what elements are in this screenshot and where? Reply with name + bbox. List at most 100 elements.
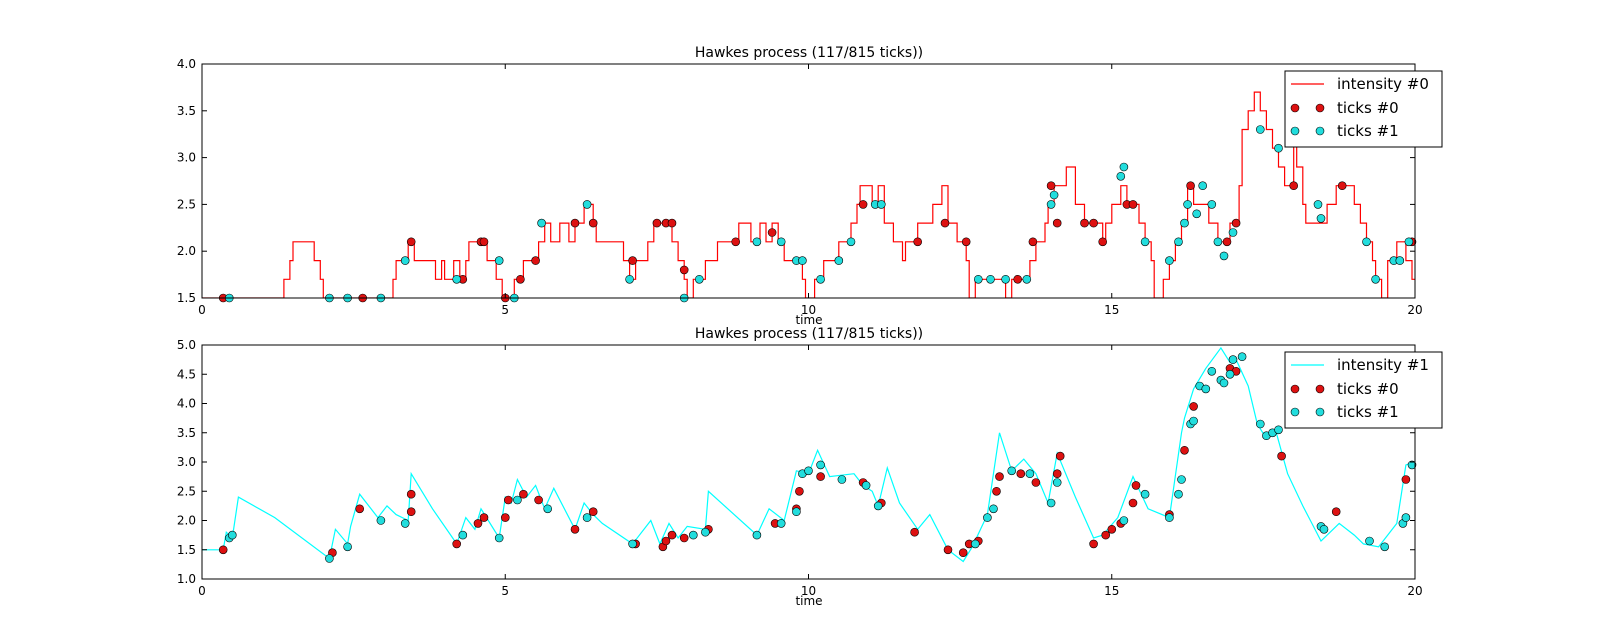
tick-point-ticks-1 [400, 256, 410, 265]
panel-intensity-0: Hawkes process (117/815 ticks)) 0 5 10 15 20… [177, 45, 1443, 327]
tick-point-ticks-0 [1101, 530, 1110, 540]
tick-point-ticks-1 [876, 200, 886, 209]
tick-point-ticks-1 [1371, 274, 1380, 284]
tick-point-ticks-1 [973, 274, 983, 284]
legend-swatch-marker [1315, 126, 1325, 136]
tick-point-ticks-1 [837, 475, 847, 484]
tick-point-ticks-0 [661, 536, 671, 546]
chart-title: Hawkes process (117/815 ticks)) [695, 326, 923, 342]
y-tick-label: 1.5 [177, 291, 196, 305]
tick-point-ticks-1 [582, 200, 592, 209]
tick-point-ticks-0 [961, 237, 971, 247]
tick-point-ticks-0 [218, 545, 228, 555]
tick-point-ticks-1 [325, 554, 334, 563]
tick-point-ticks-1 [628, 539, 637, 549]
y-tick-label: 4.5 [177, 367, 196, 381]
tick-point-ticks-1 [400, 519, 410, 528]
tick-point-ticks-1 [543, 504, 553, 514]
tick-point-ticks-0 [500, 513, 510, 522]
tick-point-ticks-1 [776, 237, 786, 247]
tick-point-ticks-0 [406, 237, 416, 247]
tick-point-ticks-0 [570, 524, 580, 534]
tick-point-ticks-1 [1319, 524, 1329, 534]
legend-swatch-marker [1290, 103, 1300, 113]
tick-point-ticks-0 [588, 507, 598, 517]
y-tick-label: 3.5 [177, 426, 196, 440]
tick-point-ticks-1 [494, 256, 504, 265]
tick-point-ticks-1 [776, 519, 786, 528]
tick-point-ticks-1 [688, 530, 698, 540]
tick-point-ticks-0 [1128, 498, 1138, 508]
tick-point-ticks-1 [1213, 237, 1223, 247]
tick-point-ticks-1 [582, 513, 592, 522]
tick-point-ticks-0 [795, 486, 804, 496]
tick-point-ticks-0 [1028, 237, 1038, 247]
y-tick-label: 3.0 [177, 455, 196, 469]
tick-point-ticks-0 [1289, 181, 1298, 190]
legend-label: ticks #1 [1337, 403, 1399, 421]
tick-point-ticks-0 [406, 489, 416, 499]
tick-point-ticks-1 [458, 530, 468, 540]
tick-point-ticks-1 [752, 237, 762, 247]
tick-point-ticks-1 [1395, 256, 1405, 265]
tick-point-ticks-0 [519, 489, 528, 499]
tick-point-ticks-1 [1174, 489, 1183, 499]
x-tick-label: 20 [1407, 303, 1422, 317]
tick-point-ticks-0 [667, 530, 677, 540]
tick-point-ticks-1 [1313, 200, 1323, 209]
tick-point-ticks-0 [1131, 481, 1141, 490]
tick-point-ticks-1 [1165, 256, 1174, 265]
tick-point-ticks-1 [1192, 209, 1201, 219]
x-tick-label: 20 [1407, 584, 1422, 598]
tick-point-ticks-0 [479, 237, 489, 247]
tick-point-ticks-1 [1407, 460, 1417, 470]
tick-point-ticks-1 [1362, 237, 1371, 247]
tick-point-ticks-0 [406, 507, 416, 517]
tick-point-ticks-0 [534, 495, 543, 505]
legend: intensity #1 ticks #0 ticks #1 [1284, 351, 1443, 429]
tick-point-ticks-0 [452, 539, 462, 549]
tick-point-ticks-1 [1189, 416, 1198, 426]
tick-point-ticks-0 [1107, 524, 1117, 534]
x-axis-label: time [795, 313, 822, 327]
tick-point-ticks-1 [1237, 352, 1247, 362]
tick-point-ticks-1 [1165, 513, 1174, 522]
tick-point-ticks-1 [1177, 475, 1186, 484]
tick-point-ticks-1 [1022, 274, 1032, 284]
tick-point-ticks-1 [970, 539, 980, 549]
tick-point-ticks-0 [588, 218, 598, 228]
tick-point-ticks-1 [1119, 516, 1129, 525]
tick-point-ticks-0 [1098, 237, 1107, 247]
tick-point-ticks-0 [1046, 181, 1056, 190]
tick-point-ticks-1 [1052, 478, 1062, 487]
y-tick-label: 2.5 [177, 484, 196, 498]
tick-point-ticks-1 [804, 466, 813, 476]
tick-point-ticks-1 [1219, 378, 1229, 388]
tick-point-ticks-1 [1025, 469, 1035, 479]
tick-point-ticks-1 [752, 530, 762, 540]
x-tick-label: 0 [198, 303, 206, 317]
tick-point-ticks-1 [1116, 172, 1126, 181]
tick-point-ticks-1 [873, 501, 883, 511]
tick-point-ticks-1 [816, 460, 825, 470]
tick-point-ticks-0 [1089, 218, 1098, 228]
legend-swatch-marker [1290, 126, 1300, 136]
tick-point-ticks-1 [816, 274, 825, 284]
y-tick-label: 2.0 [177, 514, 196, 528]
x-tick-label: 15 [1104, 303, 1119, 317]
tick-point-ticks-1 [1201, 384, 1211, 394]
tick-point-ticks-1 [1180, 218, 1189, 228]
tick-point-ticks-0 [1052, 469, 1062, 479]
tick-point-ticks-1 [861, 481, 871, 490]
tick-point-ticks-1 [1007, 466, 1017, 476]
tick-point-ticks-0 [940, 218, 950, 228]
y-tick-label: 1.5 [177, 543, 196, 557]
tick-point-ticks-0 [958, 548, 968, 558]
tick-point-ticks-1 [986, 274, 995, 284]
tick-point-ticks-1 [1046, 200, 1056, 209]
tick-point-ticks-0 [355, 504, 365, 514]
tick-point-ticks-1 [228, 530, 237, 540]
tick-point-ticks-0 [1089, 539, 1098, 549]
plot-area: 0 5 10 15 20 1.5 2.0 2.5 3.0 3.5 4.0 [177, 57, 1423, 317]
